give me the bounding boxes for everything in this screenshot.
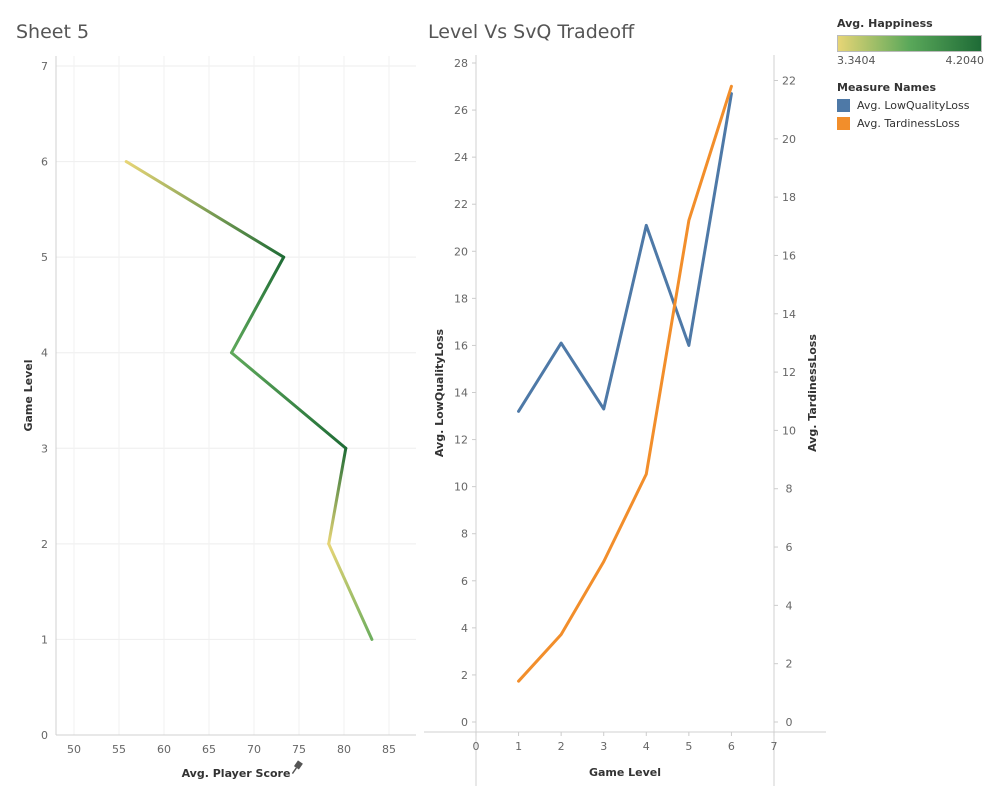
score-line-segment-level-1-2 [327, 542, 374, 641]
right-y-tick-label: 18 [782, 191, 796, 204]
legend-label-tardinessloss: Avg. TardinessLoss [857, 117, 960, 130]
right-y-tick-label: 6 [786, 541, 793, 554]
legend-label-lowqualityloss: Avg. LowQualityLoss [857, 99, 970, 112]
right-y-tick-label: 14 [782, 308, 796, 321]
y-tick-label: 1 [41, 633, 48, 646]
player-score-chart[interactable]: 0 1 2 3 4 5 6 7 50 55 60 65 70 75 80 85 Game Level Avg. P… [0, 0, 420, 800]
x-tick-label: 1 [515, 740, 522, 753]
right-y-tick-label: 0 [786, 716, 793, 729]
x-axis-title: Avg. Player Score [182, 767, 291, 780]
x-tick-label: 70 [247, 743, 261, 756]
score-line-segment-level-4-5 [230, 255, 286, 355]
left-y-tick-label: 16 [454, 339, 468, 352]
legend-item-tardinessloss[interactable]: Avg. TardinessLoss [837, 117, 997, 130]
y-tick-label: 0 [41, 729, 48, 742]
right-y-tick-label: 10 [782, 424, 796, 437]
x-tick-label: 60 [157, 743, 171, 756]
x-tick-label: 55 [112, 743, 126, 756]
left-y-tick-label: 28 [454, 57, 468, 70]
left-y-tick-label: 22 [454, 198, 468, 211]
left-y-tick-label: 10 [454, 481, 468, 494]
y-tick-label: 4 [41, 347, 48, 360]
right-y-tick-label: 2 [786, 658, 793, 671]
y-tick-label: 2 [41, 538, 48, 551]
left-y-axis-title: Avg. LowQualityLoss [433, 328, 446, 457]
pin-icon [291, 760, 303, 774]
score-line-segment-level-5-6 [124, 160, 286, 259]
happiness-legend-title: Avg. Happiness [837, 17, 933, 30]
right-y-tick-label: 16 [782, 249, 796, 262]
y-tick-label: 7 [41, 60, 48, 73]
y-tick-label: 5 [41, 251, 48, 264]
x-tick-label: 7 [771, 740, 778, 753]
x-tick-label: 2 [558, 740, 565, 753]
x-tick-label: 65 [202, 743, 216, 756]
right-y-tick-label: 8 [786, 483, 793, 496]
left-y-tick-label: 12 [454, 434, 468, 447]
x-tick-label: 75 [292, 743, 306, 756]
right-y-axis-title: Avg. TardinessLoss [806, 334, 819, 452]
left-y-tick-label: 18 [454, 292, 468, 305]
left-y-tick-label: 6 [461, 575, 468, 588]
x-tick-label: 4 [643, 740, 650, 753]
right-y-tick-label: 4 [786, 599, 793, 612]
x-tick-label: 50 [67, 743, 81, 756]
series-line-tardinessloss [517, 84, 733, 683]
tradeoff-title: Level Vs SvQ Tradeoff [428, 21, 635, 43]
right-y-tick-label: 20 [782, 133, 796, 146]
right-y-tick-label: 12 [782, 366, 796, 379]
left-y-tick-label: 14 [454, 387, 468, 400]
measure-names-title: Measure Names [837, 81, 937, 94]
x-tick-label: 6 [728, 740, 735, 753]
legend-panel: Avg. Happiness 3.3404 4.2040 Measure Nam… [837, 17, 997, 130]
legend-swatch-lowqualityloss [837, 99, 850, 112]
score-line-segment-level-3-4 [230, 351, 348, 450]
legend-swatch-tardinessloss [837, 117, 850, 130]
left-y-tick-label: 8 [461, 528, 468, 541]
sheet-5-title: Sheet 5 [16, 21, 90, 43]
x-tick-label: 0 [473, 740, 480, 753]
gradient-max-label: 4.2040 [945, 54, 985, 67]
happiness-gradient[interactable] [837, 35, 982, 52]
right-y-tick-label: 22 [782, 74, 796, 87]
left-y-tick-label: 26 [454, 104, 468, 117]
svq-tradeoff-chart[interactable]: 0246810121416182022242628024681012141618… [420, 0, 1000, 800]
left-y-tick-label: 20 [454, 245, 468, 258]
x-tick-label: 80 [337, 743, 351, 756]
gradient-min-label: 3.3404 [837, 54, 876, 67]
y-axis-title: Game Level [22, 359, 35, 431]
series-line-lowqualityloss [517, 92, 733, 413]
left-y-tick-label: 24 [454, 151, 468, 164]
x-tick-label: 85 [382, 743, 396, 756]
left-y-tick-label: 2 [461, 669, 468, 682]
x-tick-label: 3 [600, 740, 607, 753]
x-tick-label: 5 [685, 740, 692, 753]
score-line-segment-level-2-3 [327, 446, 348, 546]
y-tick-label: 6 [41, 156, 48, 169]
x-axis-title: Game Level [589, 766, 661, 779]
left-y-tick-label: 0 [461, 716, 468, 729]
legend-item-lowqualityloss[interactable]: Avg. LowQualityLoss [837, 99, 997, 112]
y-tick-label: 3 [41, 442, 48, 455]
pin-icon-needle [291, 767, 297, 774]
left-y-tick-label: 4 [461, 622, 468, 635]
pin-icon-head [293, 760, 303, 770]
